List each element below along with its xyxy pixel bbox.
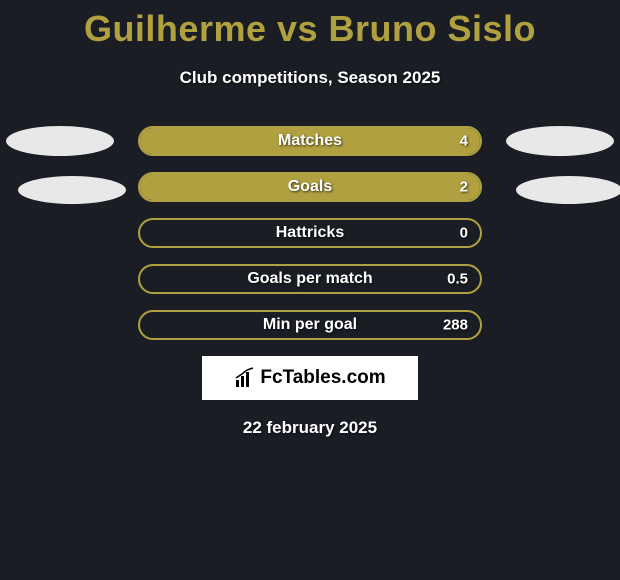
player-marker-right-2 (516, 176, 620, 204)
stat-bar: Min per goal288 (138, 310, 482, 340)
stat-bar: Hattricks0 (138, 218, 482, 248)
stat-bar-value: 288 (443, 317, 468, 334)
date-text: 22 february 2025 (0, 418, 620, 438)
brand-inner: FcTables.com (234, 367, 385, 389)
stat-bar-value: 0.5 (447, 271, 468, 288)
player-marker-left-1 (6, 126, 114, 156)
stat-bar: Goals2 (138, 172, 482, 202)
player-marker-right-1 (506, 126, 614, 156)
stat-bar-label: Goals per match (140, 270, 480, 288)
stat-bar-value: 4 (460, 133, 468, 150)
stat-bar-value: 2 (460, 179, 468, 196)
subtitle: Club competitions, Season 2025 (0, 68, 620, 88)
brand-box: FcTables.com (202, 356, 418, 400)
brand-text: FcTables.com (260, 367, 385, 389)
stat-bar-label: Hattricks (140, 224, 480, 242)
stat-bar-value: 0 (460, 225, 468, 242)
player-marker-left-2 (18, 176, 126, 204)
stat-bar-label: Min per goal (140, 316, 480, 334)
stat-bar: Matches4 (138, 126, 482, 156)
stat-bar-label: Goals (140, 178, 480, 196)
brand-chart-icon (234, 367, 256, 389)
stat-bar: Goals per match0.5 (138, 264, 482, 294)
page-title: Guilherme vs Bruno Sislo (0, 0, 620, 50)
bars-container: Matches4Goals2Hattricks0Goals per match0… (0, 126, 620, 340)
comparison-chart: Matches4Goals2Hattricks0Goals per match0… (0, 126, 620, 340)
stat-bar-label: Matches (140, 132, 480, 150)
